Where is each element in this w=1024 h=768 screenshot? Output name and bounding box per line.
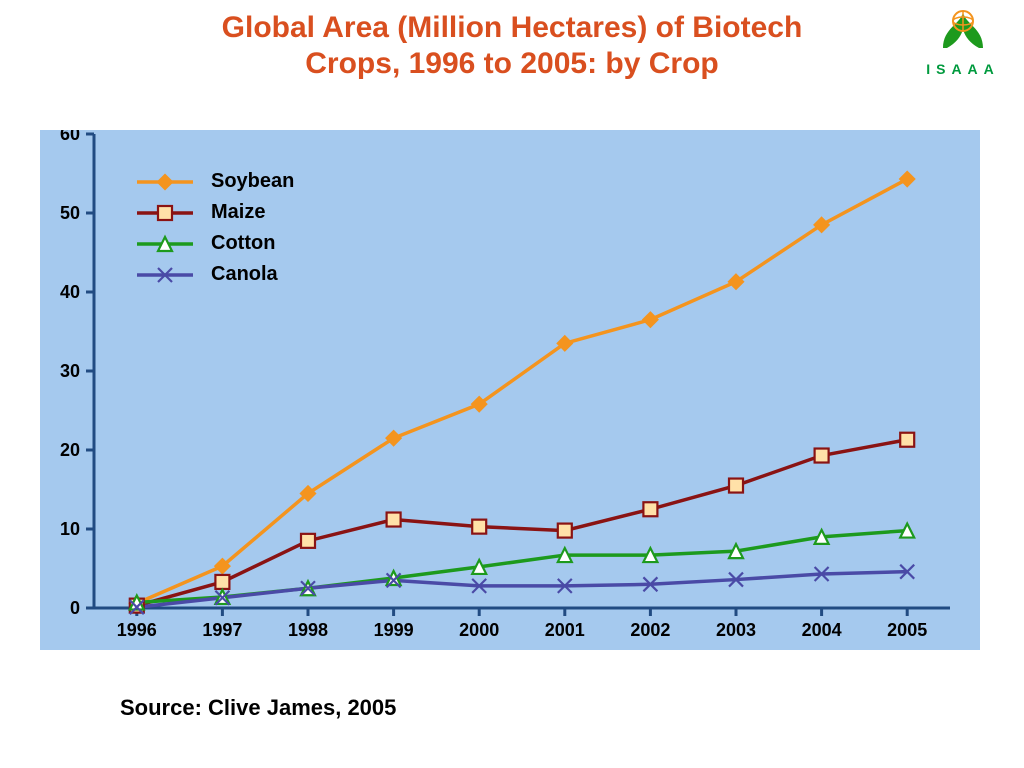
svg-text:2003: 2003 [716, 620, 756, 640]
svg-text:60: 60 [60, 130, 80, 144]
line-chart: 0 10 20 30 40 50 60 1996 1997 1998 1999 2000 2001 200… [40, 130, 980, 650]
svg-text:10: 10 [60, 519, 80, 539]
chart-title: Global Area (Million Hectares) of Biotec… [0, 10, 1024, 82]
legend-marker-icon [135, 265, 205, 285]
svg-text:30: 30 [60, 361, 80, 381]
isaaa-logo-text: ISAAA [918, 61, 1008, 77]
svg-text:1999: 1999 [374, 620, 414, 640]
isaaa-logo-icon [923, 8, 1003, 54]
svg-text:0: 0 [70, 598, 80, 618]
svg-text:2000: 2000 [459, 620, 499, 640]
svg-text:40: 40 [60, 282, 80, 302]
source-text: Source: Clive James, 2005 [120, 695, 396, 721]
title-line1: Global Area (Million Hectares) of Biotec… [0, 10, 1024, 46]
svg-text:50: 50 [60, 203, 80, 223]
legend-marker-icon [135, 234, 205, 254]
svg-text:1996: 1996 [117, 620, 157, 640]
legend-item: Maize [135, 201, 294, 224]
title-line2: Crops, 1996 to 2005: by Crop [0, 46, 1024, 82]
legend-item: Cotton [135, 232, 294, 255]
legend-marker-icon [135, 203, 205, 223]
legend-label: Canola [211, 263, 278, 286]
svg-text:20: 20 [60, 440, 80, 460]
svg-text:2002: 2002 [630, 620, 670, 640]
legend-label: Soybean [211, 170, 294, 193]
svg-text:1997: 1997 [202, 620, 242, 640]
svg-text:2005: 2005 [887, 620, 927, 640]
legend-item: Soybean [135, 170, 294, 193]
svg-text:2001: 2001 [545, 620, 585, 640]
legend-label: Cotton [211, 232, 275, 255]
legend-item: Canola [135, 263, 294, 286]
svg-text:2004: 2004 [802, 620, 842, 640]
slide: Global Area (Million Hectares) of Biotec… [0, 0, 1024, 768]
legend: Soybean Maize Cotton Canola [135, 170, 294, 294]
isaaa-logo: ISAAA [918, 8, 1008, 77]
legend-marker-icon [135, 172, 205, 192]
legend-label: Maize [211, 201, 265, 224]
svg-text:1998: 1998 [288, 620, 328, 640]
